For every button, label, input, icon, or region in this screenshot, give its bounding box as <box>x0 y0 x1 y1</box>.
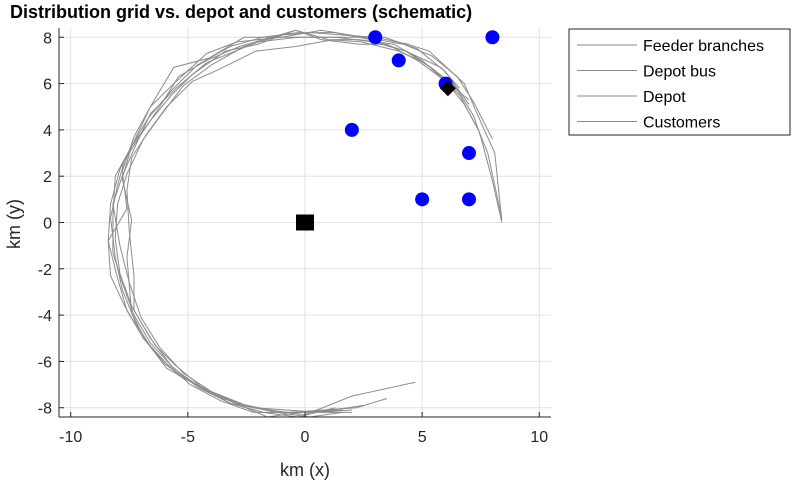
y-tick-label: -8 <box>38 401 52 418</box>
y-tick-label: 8 <box>43 30 52 47</box>
customer-point <box>344 122 359 137</box>
legend-label: Depot bus <box>643 64 716 81</box>
y-tick-label: 0 <box>43 216 52 233</box>
y-tick-label: 2 <box>43 169 52 186</box>
feeder-branch-line <box>107 36 470 413</box>
x-tick-label: -10 <box>59 429 82 446</box>
y-tick-label: 6 <box>43 77 52 94</box>
x-tick-label: 5 <box>418 429 427 446</box>
customer-point <box>391 53 406 68</box>
y-tick-label: -4 <box>38 308 52 325</box>
customer-point <box>462 146 476 161</box>
y-axis-label: km (y) <box>4 199 24 249</box>
y-tick-label: -6 <box>38 354 52 371</box>
customer-point <box>368 30 383 45</box>
legend-label: Feeder branches <box>643 38 764 55</box>
chart-title: Distribution grid vs. depot and customer… <box>10 2 472 22</box>
legend-label: Customers <box>643 115 720 132</box>
legend: Feeder branches Depot bus Depot Customers <box>568 28 791 136</box>
legend-box <box>568 28 791 136</box>
y-tick-label: -2 <box>38 262 52 279</box>
x-tick-label: 0 <box>301 429 310 446</box>
x-axis-label: km (x) <box>280 460 330 480</box>
depot-bus-marker <box>439 80 456 97</box>
plot-area: -10 -5 0 5 10 -8 -6 -4 -2 0 2 4 6 8 <box>38 28 551 446</box>
x-tick-label: 10 <box>530 429 548 446</box>
y-tick-label: 4 <box>43 123 52 140</box>
depot-marker <box>296 214 314 231</box>
customer-point <box>415 192 430 207</box>
customer-point <box>485 30 500 45</box>
feeder-branch-line <box>112 36 461 413</box>
x-tick-label: -5 <box>181 429 195 446</box>
customer-point <box>462 192 476 207</box>
legend-label: Depot <box>643 89 686 106</box>
